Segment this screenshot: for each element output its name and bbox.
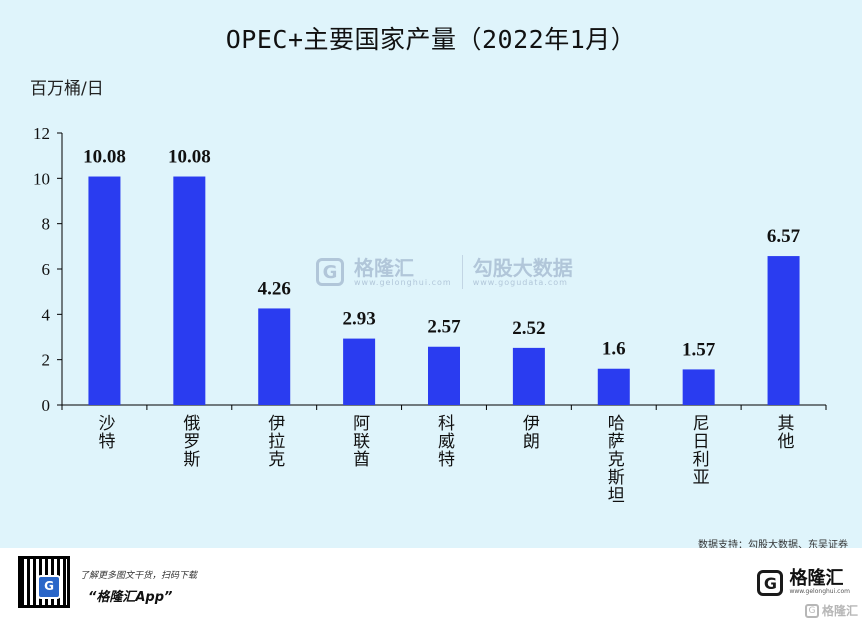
app-name: “格隆汇App” [88, 590, 173, 605]
value-labels: 10.08 10.08 4.26 2.93 2.57 2.52 1.6 1.57 6.57 [83, 147, 801, 361]
bars [88, 176, 800, 405]
bar-value-label: 1.6 [602, 339, 626, 360]
y-tick-label: 2 [42, 351, 51, 370]
bar [343, 338, 376, 405]
y-tick-label: 6 [42, 260, 51, 279]
watermark-name-2: 勾股大数据 [472, 255, 573, 280]
y-tick-labels: 0 2 4 6 8 10 12 [33, 124, 51, 415]
watermark-logo-icon: G [316, 258, 344, 286]
y-tick-label: 8 [42, 215, 51, 234]
chart-panel: OPEC+主要国家产量（2022年1月） 百万桶/日 10.08 10.08 4.2… [0, 0, 862, 551]
bar [88, 176, 121, 405]
y-tick-label: 10 [33, 169, 50, 188]
brand: G 格隆汇 www.gelonghui.com [757, 570, 850, 596]
footer: G 了解更多图文干货，扫码下载 “格隆汇App” G 格隆汇 www.gelon… [0, 548, 862, 627]
bar [597, 368, 630, 405]
bar [767, 256, 800, 405]
y-tick-label: 12 [33, 124, 50, 143]
bar-value-label: 1.57 [682, 339, 716, 360]
watermark-divider [461, 255, 463, 289]
category-label: 沙特 [94, 414, 115, 450]
category-label: 尼日利亚 [689, 414, 710, 486]
bar-value-label: 4.26 [258, 278, 291, 299]
category-label: 其他 [774, 414, 795, 450]
brand-watermark: G 格隆汇 [804, 602, 858, 619]
bar-value-label: 6.57 [767, 226, 801, 247]
watermark-name: 格隆汇 [354, 255, 414, 280]
brand-watermark-logo-icon: G [804, 603, 819, 618]
category-label: 哈萨克斯坦 [604, 414, 625, 504]
bar-value-label: 2.57 [427, 317, 461, 338]
y-tick-label: 4 [42, 305, 51, 324]
chart-title: OPEC+主要国家产量（2022年1月） [225, 25, 637, 54]
bar [428, 346, 460, 405]
category-label: 俄罗斯 [179, 414, 200, 468]
bar [512, 347, 545, 405]
category-labels: 沙特 俄罗斯 伊拉克 阿联酋 科威特 伊朗 哈萨克斯坦 尼日利亚 其他 [94, 414, 794, 504]
promo-text: 了解更多图文干货，扫码下载 [80, 571, 198, 581]
bar [258, 308, 291, 405]
category-label: 伊朗 [519, 414, 540, 450]
category-label: 伊拉克 [264, 414, 285, 468]
brand-name: 格隆汇 [789, 568, 844, 590]
data-source: 数据支持：勾股大数据、东吴证券 [698, 540, 848, 551]
y-tick-label: 0 [42, 396, 51, 415]
y-axis-unit-label: 百万桶/日 [30, 79, 104, 99]
watermark-url-2: www.gogudata.com [472, 277, 568, 287]
bar-value-label: 10.08 [168, 147, 211, 168]
bar [682, 369, 715, 405]
bar-value-label: 2.52 [512, 318, 545, 339]
watermark-url: www.gelonghui.com [354, 277, 452, 287]
qr-code-icon[interactable]: G [18, 556, 70, 608]
brand-url: www.gelonghui.com [789, 588, 850, 596]
category-label: 阿联酋 [349, 414, 370, 468]
brand-logo-icon: G [757, 570, 784, 596]
bar-value-label: 10.08 [83, 147, 126, 168]
watermark: G 格隆汇 www.gelonghui.com 勾股大数据 www.goguda… [316, 252, 573, 292]
bar-chart: 10.08 10.08 4.26 2.93 2.57 2.52 1.6 1.57 6.57 沙特… [33, 124, 827, 504]
qr-logo-icon: G [37, 575, 61, 599]
category-label: 科威特 [434, 414, 455, 468]
bar [173, 176, 206, 405]
brand-watermark-name: 格隆汇 [821, 604, 858, 618]
bar-value-label: 2.93 [342, 309, 375, 330]
